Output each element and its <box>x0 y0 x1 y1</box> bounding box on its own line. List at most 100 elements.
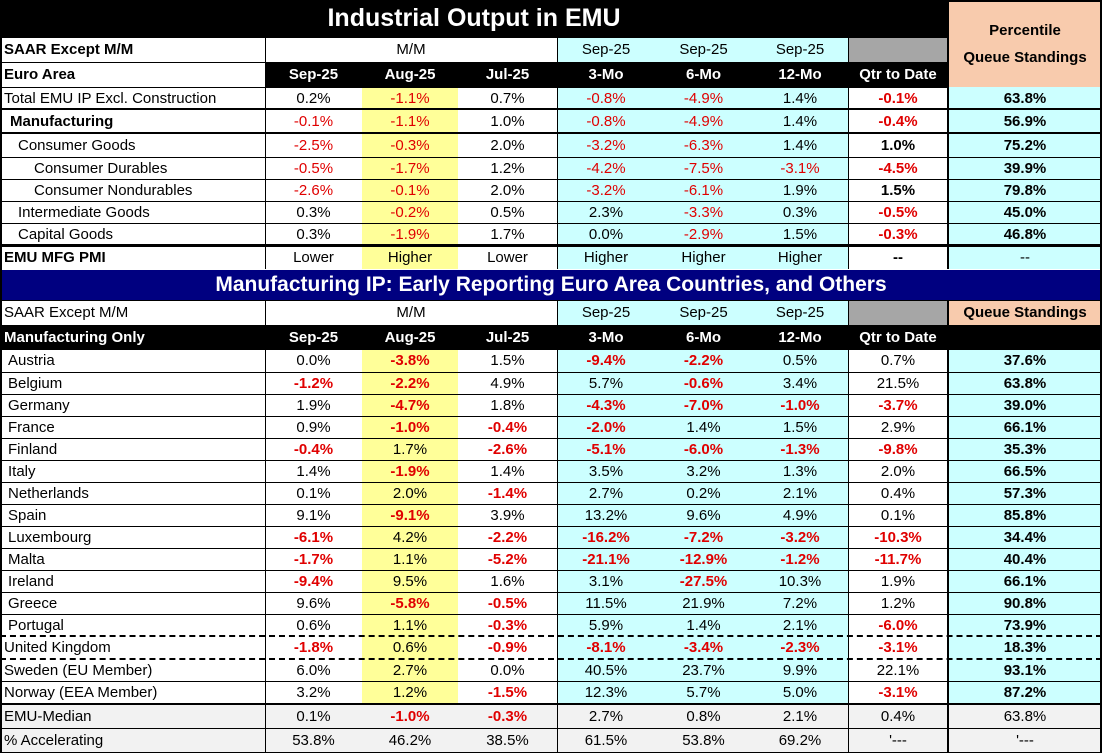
country-value-text: -0.3% <box>487 616 528 634</box>
column-header: 3-Mo <box>557 62 655 87</box>
country-value-text: 4.2% <box>392 528 428 546</box>
value-cell: -4.9% <box>655 109 752 133</box>
value-cell-text: -0.3% <box>878 225 918 243</box>
median-value-text: 0.4% <box>880 707 916 725</box>
country-value-text: 1.7% <box>392 440 428 458</box>
bottom-title-text: Manufacturing IP: Early Reporting Euro A… <box>215 273 887 296</box>
column-divider <box>557 300 558 753</box>
value-cell: -3.2% <box>557 133 655 157</box>
country-value: -0.4% <box>458 416 557 438</box>
country-value: 0.0% <box>265 349 362 372</box>
column-header-bottom-text: Jul-25 <box>485 328 530 346</box>
country-label-text: Italy <box>8 462 36 480</box>
other-country-value-text: -2.3% <box>780 639 820 656</box>
country-value: 21.9% <box>655 592 752 614</box>
country-label: Germany <box>0 394 265 416</box>
country-value-text: 9.5% <box>392 572 428 590</box>
column-header: Aug-25 <box>362 62 458 87</box>
country-value: -1.3% <box>752 438 848 460</box>
value-cell: -4.9% <box>655 87 752 109</box>
country-value-text: 21.5% <box>876 374 920 392</box>
accelerating-label: % Accelerating <box>0 728 265 753</box>
country-value: 39.0% <box>948 394 1102 416</box>
country-value: 1.9% <box>265 394 362 416</box>
country-value-text: 1.4% <box>686 616 721 634</box>
country-value: -9.4% <box>557 349 655 372</box>
country-value-text: 2.1% <box>782 484 818 502</box>
country-value: 2.1% <box>752 482 848 504</box>
row-divider <box>0 460 1102 461</box>
column-header-bottom-text: Aug-25 <box>384 328 436 346</box>
other-country-value: 2.7% <box>362 659 458 681</box>
country-value-text: -5.2% <box>487 550 528 568</box>
value-cell-text: -0.8% <box>586 112 626 130</box>
median-value-text: 63.8% <box>1003 707 1047 725</box>
other-country-label: Norway (EEA Member) <box>0 681 265 704</box>
country-value: 1.7% <box>362 438 458 460</box>
country-value: 0.4% <box>848 482 948 504</box>
country-value: 90.8% <box>948 592 1102 614</box>
accelerating-value-text: 69.2% <box>778 732 822 749</box>
other-country-label: United Kingdom <box>0 636 265 659</box>
column-header-text: Aug-25 <box>384 66 436 83</box>
value-cell: 0.3% <box>265 201 362 223</box>
period-label-bottom: Sep-25 <box>752 300 848 325</box>
row-label-text: Consumer Durables <box>34 159 168 177</box>
country-value: 63.8% <box>948 372 1102 394</box>
country-value: 40.4% <box>948 548 1102 570</box>
country-label: Portugal <box>0 614 265 636</box>
other-country-value: 22.1% <box>848 659 948 681</box>
value-cell: -6.3% <box>655 133 752 157</box>
value-cell: 46.8% <box>948 223 1102 245</box>
pmi-value: Higher <box>557 245 655 269</box>
country-value-text: -2.2% <box>683 352 724 369</box>
other-country-value-text: 18.3% <box>1003 639 1047 656</box>
country-value: 1.8% <box>458 394 557 416</box>
accelerating-label-text: % Accelerating <box>4 732 104 749</box>
period-label-bottom: Sep-25 <box>557 300 655 325</box>
country-value-text: 0.1% <box>880 506 916 524</box>
country-value: 37.6% <box>948 349 1102 372</box>
country-value-text: 4.9% <box>490 374 525 392</box>
pmi-value-text: Higher <box>777 248 823 266</box>
value-cell-text: -2.6% <box>293 181 334 199</box>
other-country-value: -0.9% <box>458 636 557 659</box>
country-value-text: -0.6% <box>683 374 724 392</box>
row-divider <box>0 548 1102 549</box>
row-divider <box>0 526 1102 527</box>
other-country-value-text: 3.2% <box>296 684 331 701</box>
header-divider <box>0 325 1102 326</box>
column-header-text: Jul-25 <box>485 66 530 83</box>
column-header-bottom-text: 12-Mo <box>778 328 822 346</box>
other-country-value: 3.2% <box>265 681 362 704</box>
country-value: -1.9% <box>362 460 458 482</box>
value-cell-text: 39.9% <box>1003 159 1047 177</box>
value-cell-text: -3.2% <box>586 136 626 154</box>
other-country-value-text: 1.2% <box>392 684 428 701</box>
country-value: -6.1% <box>265 526 362 548</box>
bottom-title-line <box>0 300 1102 301</box>
accelerating-value-text: 38.5% <box>486 732 529 749</box>
country-value-text: 5.9% <box>588 616 624 634</box>
row-divider <box>0 570 1102 571</box>
value-cell-text: -3.1% <box>780 159 820 177</box>
median-value: 2.7% <box>557 704 655 728</box>
country-value: -0.3% <box>458 614 557 636</box>
row-divider <box>0 504 1102 505</box>
accelerating-value-text: 53.8% <box>292 732 335 749</box>
period-label: Sep-25 <box>655 37 752 62</box>
country-value: -1.2% <box>752 548 848 570</box>
saar-label-bottom-text: SAAR Except M/M <box>4 304 129 321</box>
country-value-text: 73.9% <box>1003 616 1047 634</box>
country-value-text: 66.1% <box>1003 418 1047 436</box>
other-country-value: -1.8% <box>265 636 362 659</box>
value-cell: 0.7% <box>458 87 557 109</box>
row-divider <box>0 132 1102 134</box>
other-country-value: 1.2% <box>362 681 458 704</box>
value-cell-text: 0.3% <box>782 203 818 221</box>
row-divider <box>0 482 1102 483</box>
country-label-text: Luxembourg <box>8 528 92 546</box>
column-divider <box>557 37 558 269</box>
value-cell-text: 1.5% <box>782 225 818 243</box>
other-country-value-text: -1.5% <box>487 684 528 701</box>
